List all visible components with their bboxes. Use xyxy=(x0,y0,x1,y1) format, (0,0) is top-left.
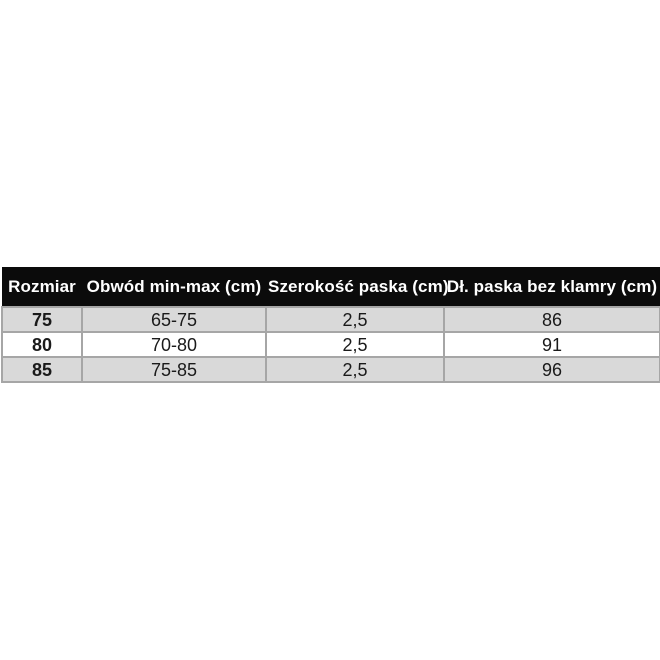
table-header-row: Rozmiar Obwód min-max (cm) Szerokość pas… xyxy=(2,267,660,307)
column-header-rozmiar: Rozmiar xyxy=(2,267,82,307)
size-table: Rozmiar Obwód min-max (cm) Szerokość pas… xyxy=(1,267,660,383)
table-cell: 65-75 xyxy=(81,306,267,333)
table-cell: 96 xyxy=(443,356,660,383)
table-row: 85 75-85 2,5 96 xyxy=(1,356,660,383)
column-header-obwod: Obwód min-max (cm) xyxy=(82,267,266,307)
table-cell: 85 xyxy=(1,356,83,383)
table-cell: 80 xyxy=(1,331,83,358)
table-cell: 70-80 xyxy=(81,331,267,358)
table-row: 80 70-80 2,5 91 xyxy=(1,331,660,358)
table-cell: 91 xyxy=(443,331,660,358)
column-header-szerokosc: Szerokość paska (cm) xyxy=(266,267,448,307)
table-cell: 75-85 xyxy=(81,356,267,383)
column-header-dlugosc: Dł. paska bez klamry (cm) xyxy=(444,267,660,307)
table-cell: 2,5 xyxy=(265,356,445,383)
table-cell: 2,5 xyxy=(265,306,445,333)
table-cell: 75 xyxy=(1,306,83,333)
table-cell: 86 xyxy=(443,306,660,333)
table-row: 75 65-75 2,5 86 xyxy=(1,306,660,333)
table-cell: 2,5 xyxy=(265,331,445,358)
